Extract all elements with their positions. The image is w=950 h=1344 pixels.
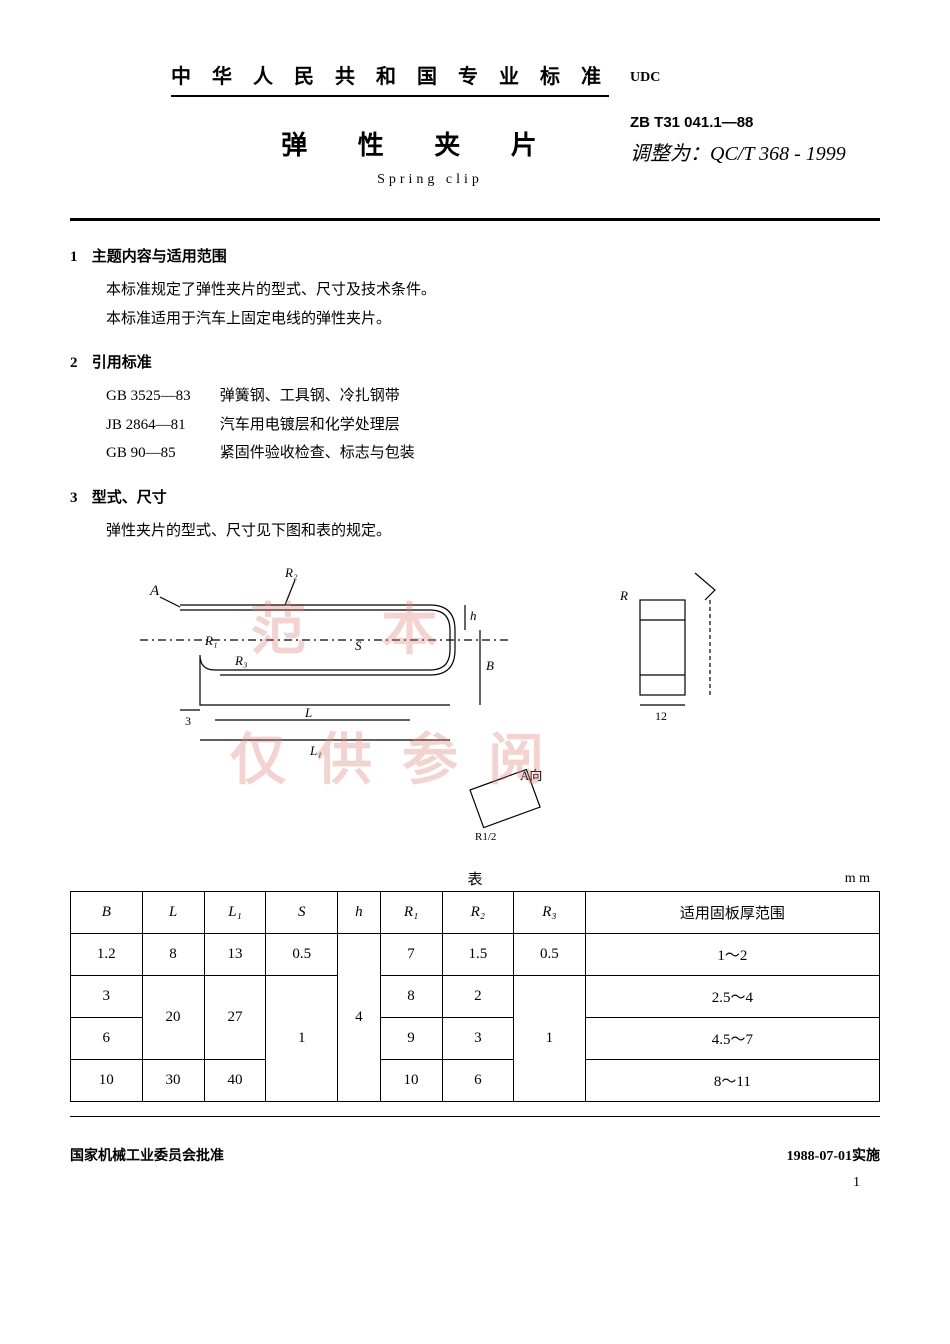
col-B: B <box>71 892 143 934</box>
section-1-title: 1 主题内容与适用范围 <box>70 245 880 266</box>
section-1-p2: 本标准适用于汽车上固定电线的弹性夹片。 <box>106 305 880 334</box>
section-2-heading: 引用标准 <box>92 355 152 371</box>
section-3-heading: 型式、尺寸 <box>92 490 167 506</box>
dim-h: h <box>470 608 477 623</box>
col-L: L <box>142 892 204 934</box>
cell: 3 <box>442 1018 514 1060</box>
spring-clip-diagram: L L₁ 3 A R₂ R₁ R₃ S <box>110 555 810 845</box>
header-right: UDC ZB T31 041.1—88 调整为：QC/T 368 - 1999 <box>630 60 880 166</box>
cell: 2.5～4 <box>585 976 879 1018</box>
col-range: 适用固板厚范围 <box>585 892 879 934</box>
cell: 0.5 <box>514 934 586 976</box>
diagram-container: 范 本 仅供参阅 L L₁ 3 A R₂ <box>110 555 880 850</box>
label-A: A <box>149 583 160 599</box>
approved-by: 国家机械工业委员会批准 <box>70 1145 224 1165</box>
title-cn: 弹 性 夹 片 <box>210 125 630 162</box>
label-R: R <box>619 588 628 603</box>
table-header-row: B L L₁ S h R₁ R₂ R₃ 适用固板厚范围 <box>71 892 880 934</box>
ref-item-0: GB 3525—83 弹簧钢、工具钢、冷扎钢带 <box>106 382 880 411</box>
label-R2: R₂ <box>284 565 298 580</box>
section-3-title: 3 型式、尺寸 <box>70 486 880 507</box>
std-code: ZB T31 041.1—88 <box>630 114 880 131</box>
dim-3: 3 <box>185 714 191 728</box>
cell: 30 <box>142 1060 204 1102</box>
cell: 7 <box>380 934 442 976</box>
section-1-num: 1 <box>70 249 88 266</box>
cell: 8 <box>380 976 442 1018</box>
section-2-title: 2 引用标准 <box>70 351 880 372</box>
cell: 8 <box>142 934 204 976</box>
cell: 4.5～7 <box>585 1018 879 1060</box>
section-3-num: 3 <box>70 490 88 507</box>
dim-L1: L₁ <box>309 743 322 758</box>
cell: 1～2 <box>585 934 879 976</box>
doc-header: 中 华 人 民 共 和 国 专 业 标 准 弹 性 夹 片 Spring cli… <box>70 60 880 188</box>
section-1: 1 主题内容与适用范围 本标准规定了弹性夹片的型式、尺寸及技术条件。 本标准适用… <box>70 245 880 333</box>
cell: 0.5 <box>266 934 338 976</box>
cell: 1.5 <box>442 934 514 976</box>
cell: 10 <box>380 1060 442 1102</box>
cell: 40 <box>204 1060 266 1102</box>
col-h: h <box>338 892 381 934</box>
cell: 2 <box>442 976 514 1018</box>
label-R3: R₃ <box>234 653 247 668</box>
udc-label: UDC <box>630 70 880 86</box>
dim-B: B <box>486 658 494 673</box>
section-1-p1: 本标准规定了弹性夹片的型式、尺寸及技术条件。 <box>106 276 880 305</box>
ref-item-1: JB 2864—81 汽车用电镀层和化学处理层 <box>106 411 880 440</box>
section-3: 3 型式、尺寸 弹性夹片的型式、尺寸见下图和表的规定。 范 本 仅供参阅 L L… <box>70 486 880 851</box>
cell: 1 <box>514 976 586 1102</box>
ref-desc-0: 弹簧钢、工具钢、冷扎钢带 <box>220 388 400 404</box>
cell: 8～11 <box>585 1060 879 1102</box>
cell: 4 <box>338 934 381 1102</box>
col-L1: L₁ <box>204 892 266 934</box>
table-row: 10 30 40 10 6 8～11 <box>71 1060 880 1102</box>
cell: 9 <box>380 1018 442 1060</box>
cell: 10 <box>71 1060 143 1102</box>
cell: 1 <box>266 976 338 1102</box>
footer-divider <box>70 1116 880 1117</box>
footer: 国家机械工业委员会批准 1988-07-01实施 <box>70 1145 880 1165</box>
spec-table: B L L₁ S h R₁ R₂ R₃ 适用固板厚范围 1.2 8 13 0.5… <box>70 891 880 1102</box>
cell: 6 <box>71 1018 143 1060</box>
section-2: 2 引用标准 GB 3525—83 弹簧钢、工具钢、冷扎钢带 JB 2864—8… <box>70 351 880 468</box>
dim-L: L <box>304 705 312 720</box>
handwritten-note: 调整为：QC/T 368 - 1999 <box>630 137 880 166</box>
label-Rhalf: R1/2 <box>475 831 496 843</box>
section-3-p1: 弹性夹片的型式、尺寸见下图和表的规定。 <box>106 517 880 546</box>
cell: 13 <box>204 934 266 976</box>
section-2-num: 2 <box>70 355 88 372</box>
ref-code-0: GB 3525—83 <box>106 382 216 411</box>
ref-code-1: JB 2864—81 <box>106 411 216 440</box>
country-standard: 中 华 人 民 共 和 国 专 业 标 准 <box>171 60 609 97</box>
cell: 27 <box>204 976 266 1060</box>
cell: 1.2 <box>71 934 143 976</box>
col-S: S <box>266 892 338 934</box>
section-1-heading: 主题内容与适用范围 <box>92 249 227 265</box>
ref-desc-2: 紧固件验收检查、标志与包装 <box>220 445 415 461</box>
cell: 3 <box>71 976 143 1018</box>
dim-12: 12 <box>655 709 667 723</box>
header-divider <box>70 218 880 221</box>
ref-item-2: GB 90—85 紧固件验收检查、标志与包装 <box>106 439 880 468</box>
cell: 6 <box>442 1060 514 1102</box>
col-R2: R₂ <box>442 892 514 934</box>
col-R3: R₃ <box>514 892 586 934</box>
ref-code-2: GB 90—85 <box>106 439 216 468</box>
table-row: 3 20 27 1 8 2 1 2.5～4 <box>71 976 880 1018</box>
page-number: 1 <box>70 1175 880 1191</box>
effective-date: 1988-07-01实施 <box>787 1145 880 1165</box>
ref-desc-1: 汽车用电镀层和化学处理层 <box>220 417 400 433</box>
cell: 20 <box>142 976 204 1060</box>
header-left: 中 华 人 民 共 和 国 专 业 标 准 弹 性 夹 片 Spring cli… <box>70 60 630 188</box>
title-en: Spring clip <box>230 172 630 188</box>
col-R1: R₁ <box>380 892 442 934</box>
table-row: 1.2 8 13 0.5 4 7 1.5 0.5 1～2 <box>71 934 880 976</box>
